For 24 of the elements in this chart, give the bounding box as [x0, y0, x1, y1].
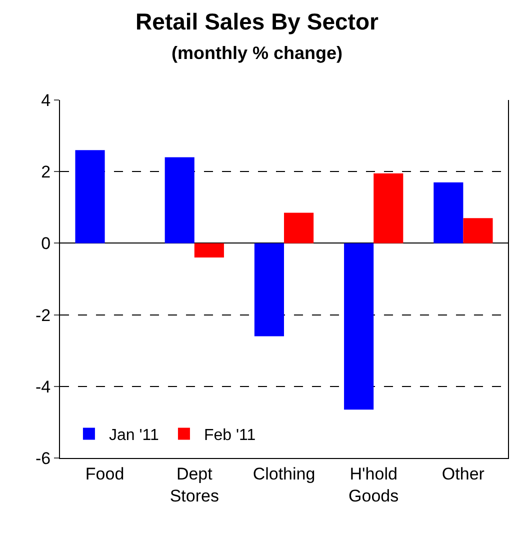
x-tick-label: Dept Stores: [170, 464, 219, 506]
bar: [254, 243, 284, 336]
bar: [75, 150, 105, 244]
y-tick-label: 0: [41, 234, 51, 254]
y-tick-label: 4: [41, 90, 51, 110]
x-tick-label: Food: [85, 464, 124, 484]
x-tick-label: Other: [442, 464, 485, 484]
bar: [194, 243, 224, 258]
chart-title: Retail Sales By Sector: [136, 8, 378, 34]
bar: [344, 243, 374, 410]
legend-label: Jan '11: [108, 426, 159, 444]
y-tick-label: -6: [35, 448, 51, 468]
legend-label: Feb '11: [204, 426, 256, 444]
bar: [434, 182, 464, 244]
chart-subtitle: (monthly % change): [171, 43, 343, 64]
y-tick-label: -4: [35, 377, 51, 396]
y-tick-label: 2: [41, 162, 51, 182]
bar: [164, 157, 194, 244]
bar: [374, 173, 404, 244]
y-tick-label: -2: [35, 306, 51, 325]
bar: [284, 212, 314, 244]
bar: [463, 218, 493, 244]
x-tick-label: H'hold Goods: [348, 464, 399, 506]
x-tick-label: Clothing: [252, 464, 316, 484]
